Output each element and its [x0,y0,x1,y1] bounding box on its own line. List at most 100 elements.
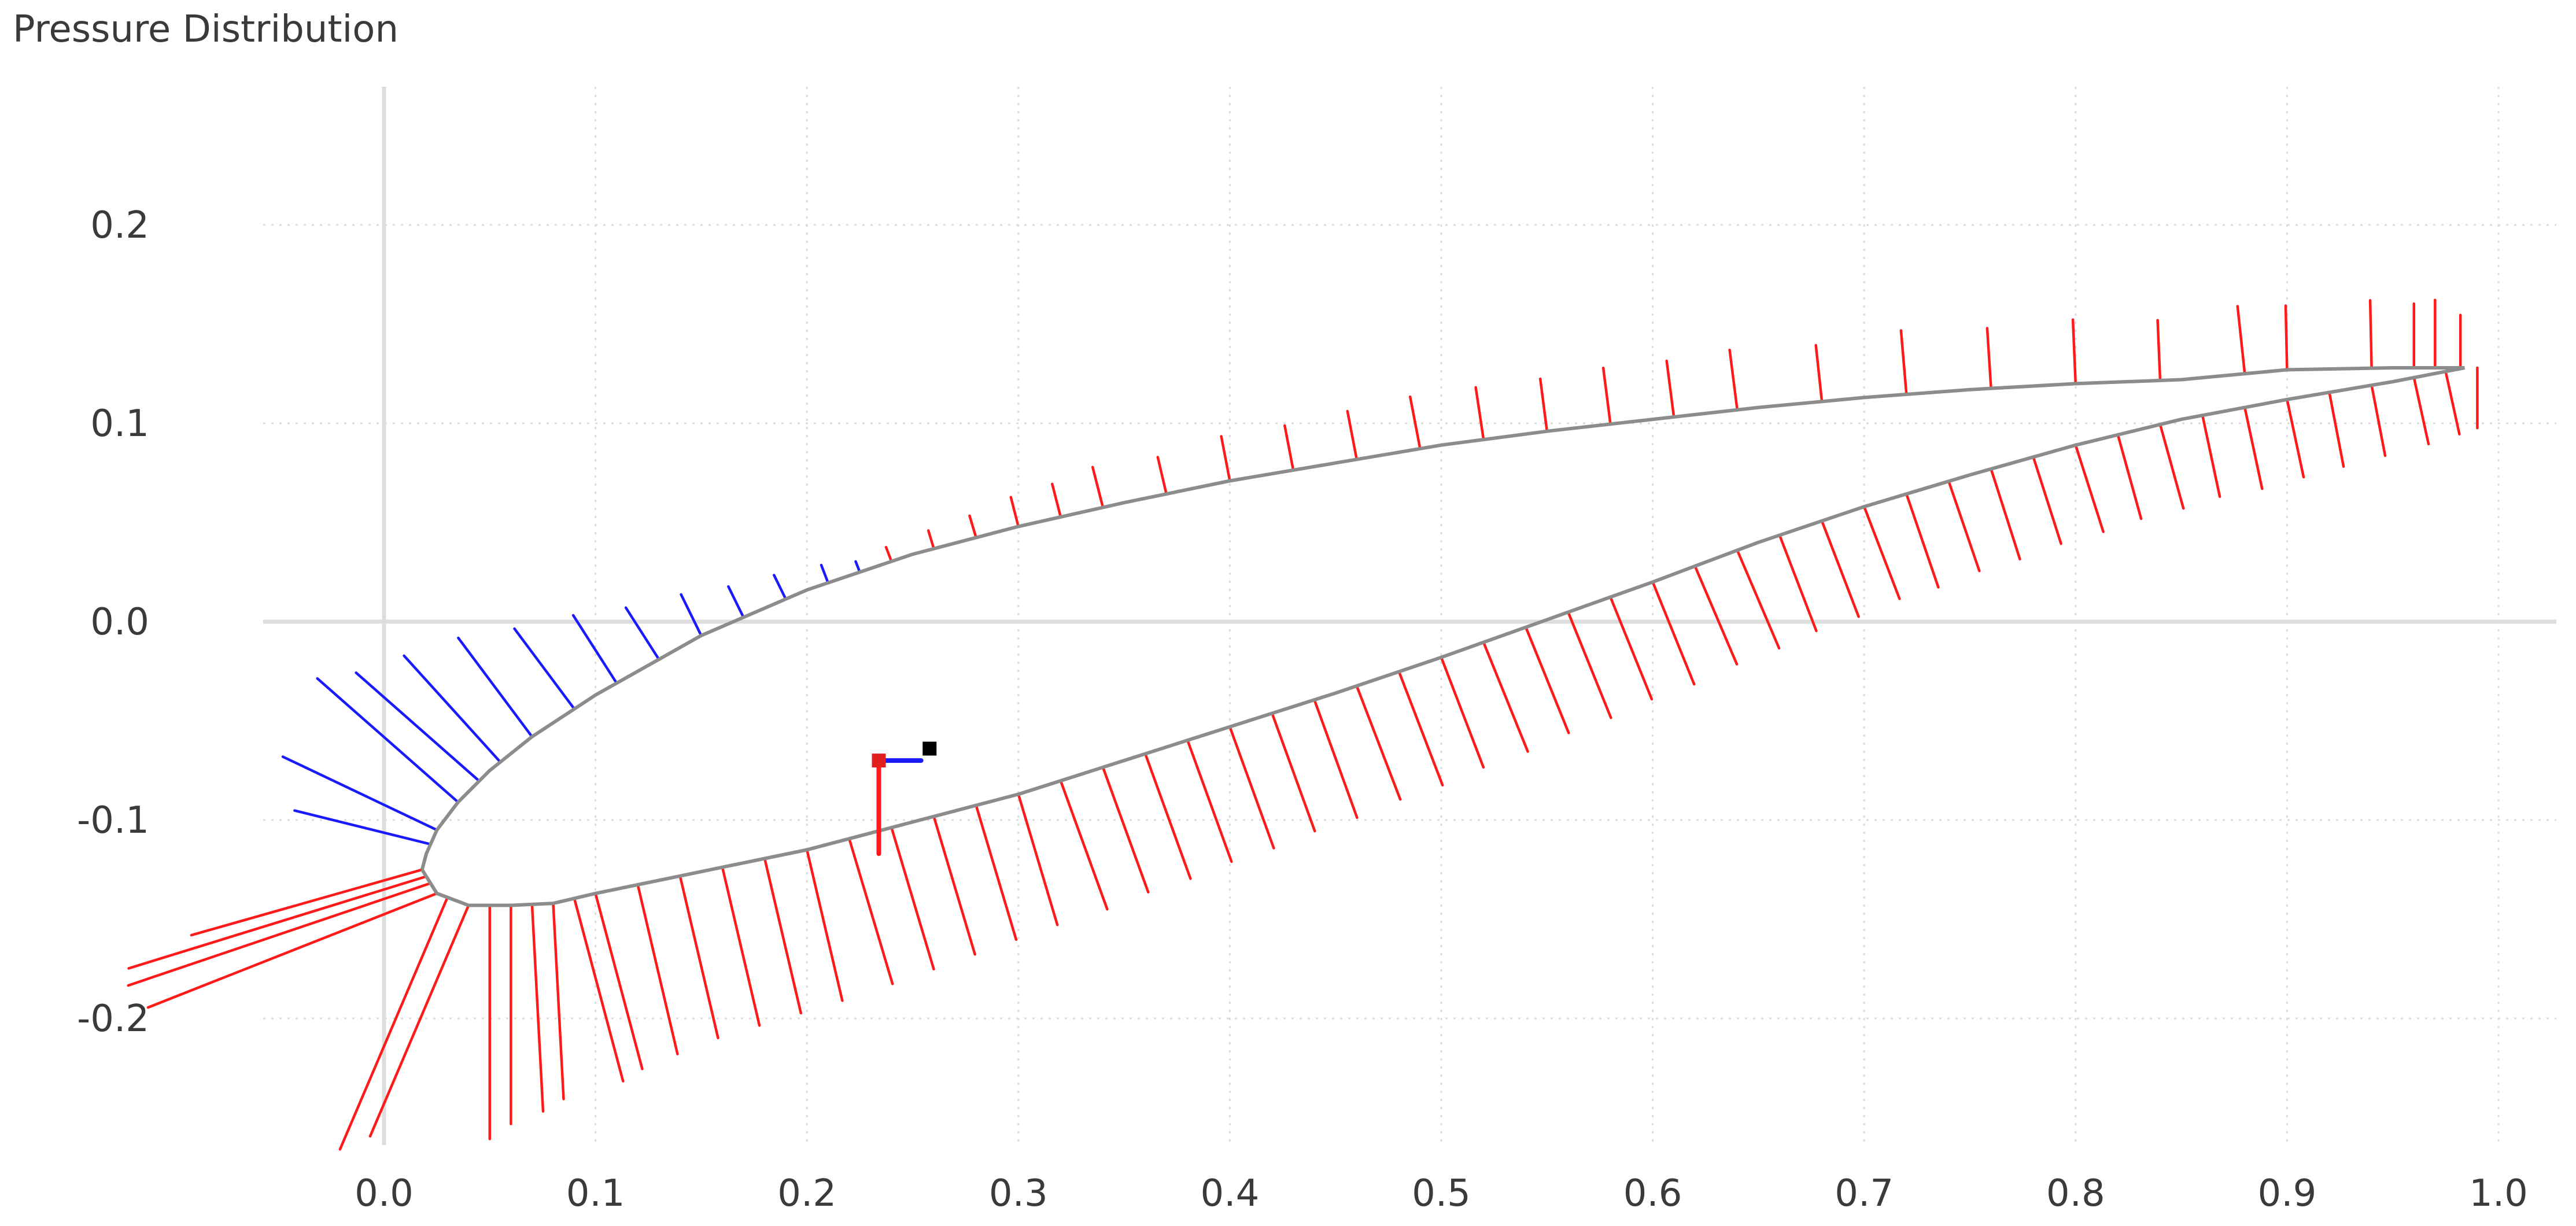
pressure-vector [2116,433,2143,520]
pressure-vector [854,560,861,574]
pressure-vector [680,593,703,637]
pressure-vector [2412,376,2430,446]
pressure-vector [1091,466,1105,509]
x-tick-label: 0.2 [777,1172,836,1215]
pressure-vector [2201,414,2221,498]
pressure-vector [2032,456,2062,545]
panel-title: Pressure Distribution [13,8,398,51]
pressure-vector [2158,423,2185,510]
pressure-vector [1313,698,1359,819]
pressure-vector [1778,534,1818,633]
pressure-vector [1271,712,1316,833]
pressure-vector [1947,479,1981,573]
x-tick-label: 0.5 [1412,1172,1471,1215]
pressure-vector [2284,304,2289,371]
pressure-vector [727,585,745,619]
pressure-vector [281,755,438,832]
x-tick-label: 0.1 [566,1172,625,1215]
pressure-vector [884,545,893,563]
airfoil-upper-surface [420,366,2465,870]
y-tick-label: 0.0 [90,601,149,644]
center-of-pressure-marker [872,754,886,768]
pressure-vector [1736,549,1781,650]
pressure-vector [1355,684,1402,801]
x-tick-label: 0.4 [1201,1172,1260,1215]
pressure-vector [594,892,644,1070]
pressure-vector [1609,596,1654,701]
x-tick-label: 0.9 [2258,1172,2317,1215]
pressure-vector [820,563,830,585]
pressure-vector [338,896,449,1151]
pressure-vectors [127,298,2479,1151]
pressure-vector [2236,305,2246,375]
pressure-vector [1899,329,1908,396]
pressure-vector [927,529,935,551]
pressure-vector [1101,766,1150,893]
pressure-vector [2156,319,2162,382]
pressure-vector [1567,611,1612,719]
y-tick-label: 0.1 [90,402,149,445]
y-tick-label: -0.1 [77,799,149,842]
pressure-vector [2071,318,2077,385]
pressure-vector [2444,370,2461,436]
pressure-vector [1228,725,1275,850]
pressure-vector [571,614,618,685]
pressure-vector [1524,626,1570,734]
x-tick-label: 0.6 [1623,1172,1682,1215]
pressure-vector [636,883,679,1055]
pressure-vector [1009,496,1020,528]
pressure-vector [763,857,803,1015]
pressure-vector [573,897,625,1083]
pressure-vector [530,903,545,1113]
pressure-vector [1346,409,1359,461]
pressure-vector [1820,519,1860,618]
pressure-vector [721,866,761,1027]
pressure-vector [1862,505,1901,600]
pressure-vector [1397,670,1444,786]
pressure-vector [1156,456,1168,496]
x-tick-label: 0.8 [2046,1172,2105,1215]
reference-point-marker [922,741,937,756]
pressure-vector [848,837,894,985]
pressure-vector [2328,391,2345,468]
pressure-vector [678,874,719,1040]
pressure-vector [2370,383,2387,457]
pressure-vector [2368,299,2373,370]
pressure-vector [1440,656,1485,769]
pressure-vector [127,875,428,970]
pressure-vector [127,882,432,987]
pressure-vector [368,904,470,1138]
tick-labels: 0.0 0.1 0.2 0.3 0.4 0.5 0.6 0.7 0.8 0.9 1.0 -0.2 -0.… [77,204,2528,1215]
pressure-vector [624,606,660,661]
pressure-vector [968,514,977,539]
pressure-vector [1408,395,1422,450]
pressure-vector [316,677,460,804]
pressure-vector [1220,435,1231,482]
pressure-vector [1728,348,1739,411]
y-tick-label: -0.2 [77,998,149,1040]
pressure-vector [1693,564,1739,666]
pressure-vector [1143,752,1192,880]
pressure-vector [457,636,534,738]
pressure-vector [975,804,1018,941]
pressure-vector [1051,482,1062,519]
x-tick-label: 0.3 [989,1172,1048,1215]
pressure-vector [1601,367,1612,426]
pressure-vector [1059,779,1109,911]
pressure-vector [2074,444,2105,533]
pressure-vector [1283,424,1295,472]
pressure-vector [1474,386,1485,441]
pressure-vector [1651,581,1696,686]
pressure-vector [1905,492,1940,589]
pressure-vector [146,892,438,1009]
x-tick-label: 0.0 [355,1172,414,1215]
pressure-vector [773,574,787,601]
pressure-vector [805,848,844,1002]
pressure-vector [1538,377,1549,433]
pressure-vector [1017,793,1059,926]
pressure-vector [1985,327,1992,390]
pressure-vector [552,902,565,1101]
axes [263,87,2556,1145]
pressure-vector [1665,359,1675,419]
